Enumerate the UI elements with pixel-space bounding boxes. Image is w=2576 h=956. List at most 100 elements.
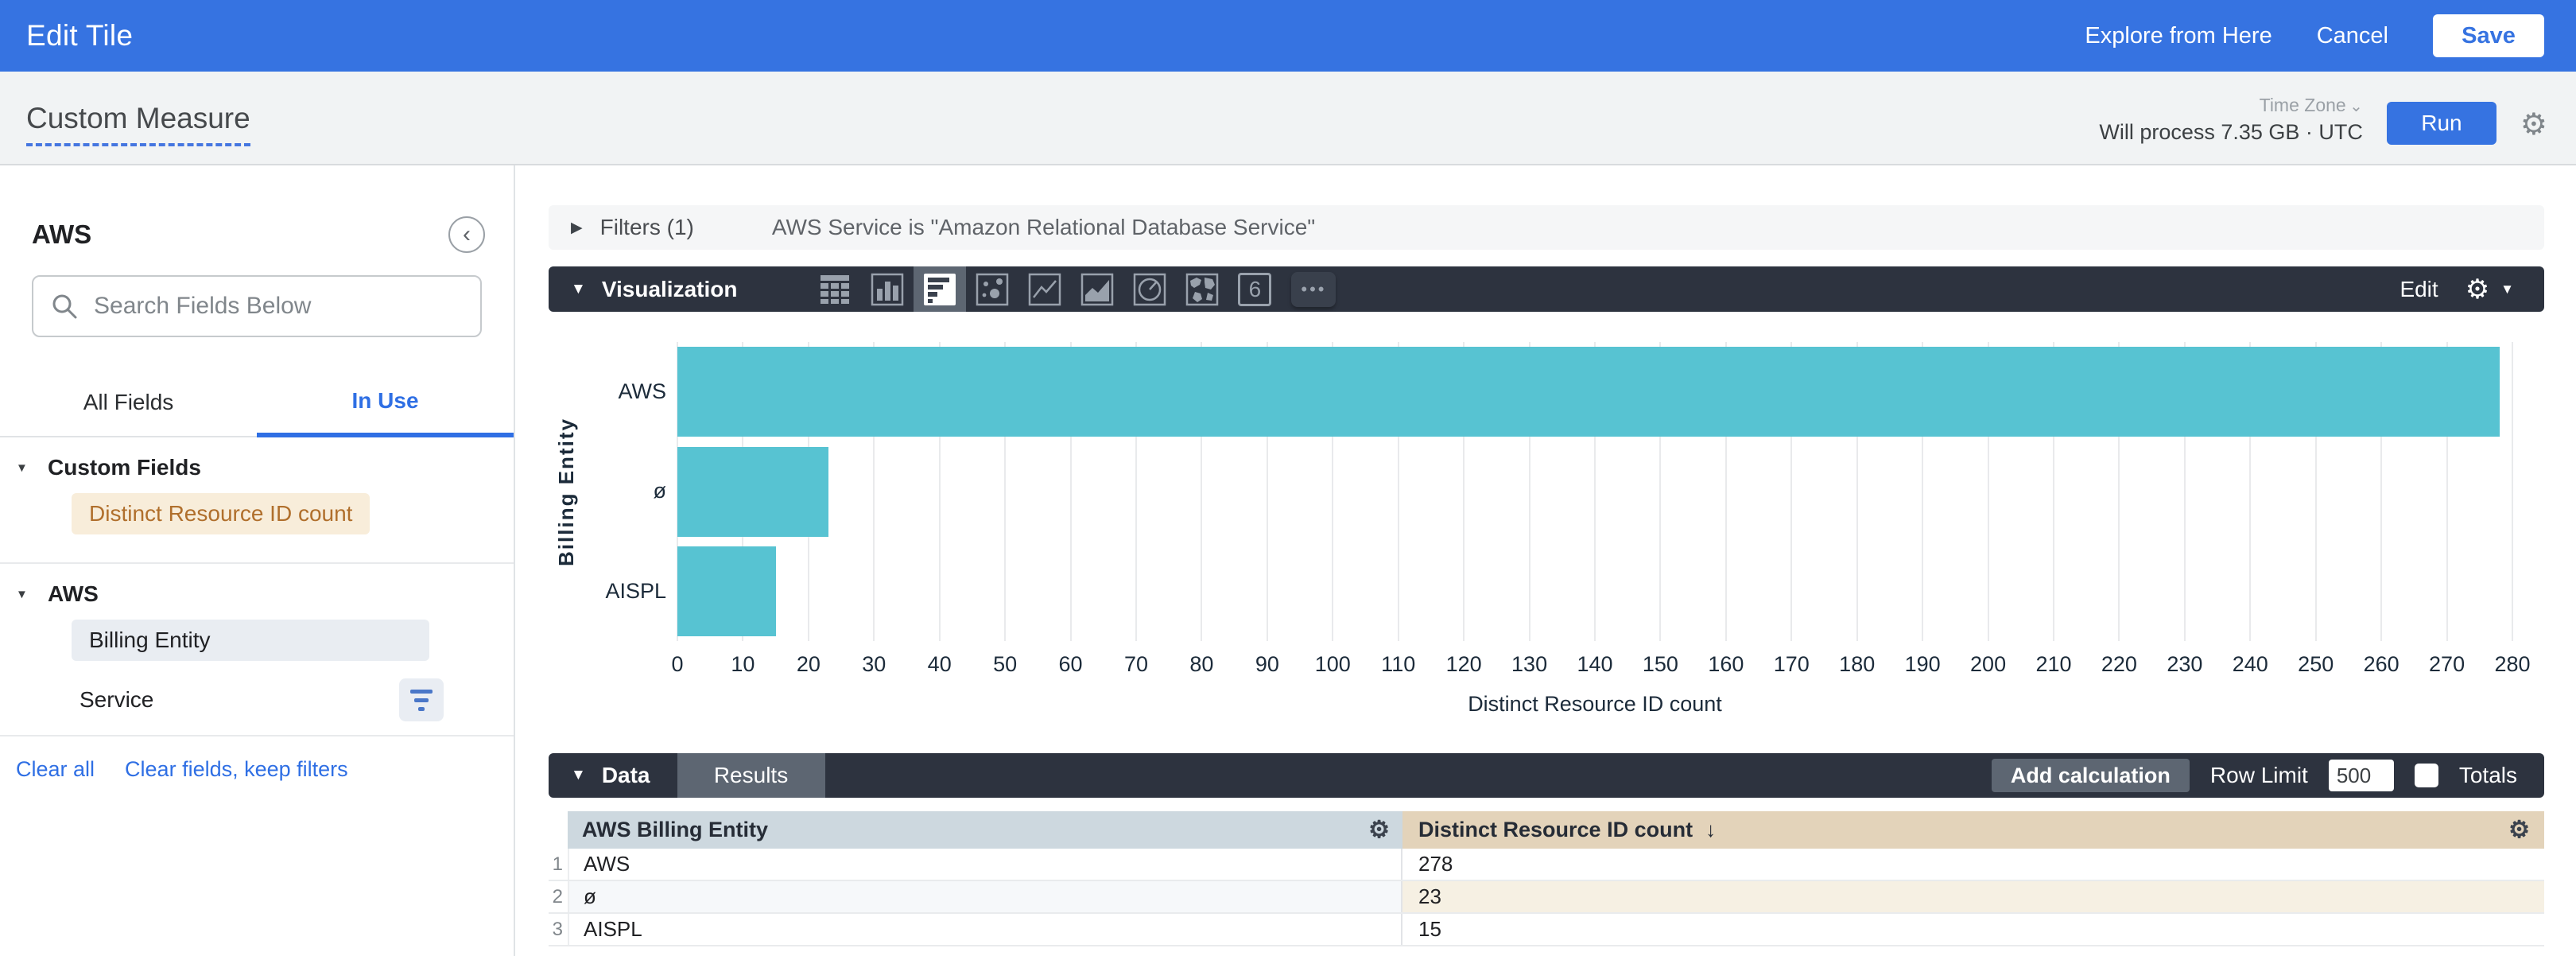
column-chart-viz-icon[interactable]	[861, 266, 914, 312]
query-header-actions: Time Zone ⌄ Will process 7.35 GB · UTC R…	[2099, 93, 2547, 146]
single-value-viz-icon[interactable]: 6	[1228, 266, 1281, 312]
results-table: AWS Billing Entity ⚙ Distinct Resource I…	[549, 811, 2544, 946]
caret-down-icon[interactable]: ▼	[2500, 281, 2514, 297]
viz-type-picker: 6 •••	[809, 266, 1340, 312]
table-row: 2 ø 23	[549, 881, 2544, 914]
more-viz-types-button[interactable]: •••	[1287, 266, 1340, 312]
cell-distinct-resource-id-count[interactable]: 23	[1402, 881, 2544, 912]
x-tick-label: 160	[1708, 652, 1744, 676]
cell-distinct-resource-id-count[interactable]: 278	[1418, 852, 1453, 876]
bar-chart: Billing Entity AWS ø AISPL 0 10 20 30 40 50 60 70…	[549, 312, 2544, 753]
process-note: Will process 7.35 GB · UTC	[2099, 119, 2363, 144]
x-tick-label: 150	[1642, 652, 1678, 676]
y-axis-labels: AWS ø AISPL	[549, 342, 666, 641]
section-aws[interactable]: ▼ AWS	[16, 581, 99, 606]
gear-icon[interactable]: ⚙	[2465, 274, 2490, 305]
clear-fields-keep-filters-link[interactable]: Clear fields, keep filters	[125, 757, 348, 781]
tab-results[interactable]: Results	[677, 753, 825, 798]
tab-in-use[interactable]: In Use	[257, 369, 514, 437]
filter-icon[interactable]	[399, 678, 444, 721]
save-button[interactable]: Save	[2433, 14, 2544, 57]
explore-title[interactable]: Custom Measure	[26, 102, 250, 146]
gear-icon[interactable]: ⚙	[1368, 817, 1390, 843]
field-distinct-resource-id-count[interactable]: Distinct Resource ID count	[72, 493, 370, 534]
x-axis-ticks: 0 10 20 30 40 50 60 70 80 90 100 110 120 130 140 150 160…	[671, 652, 2530, 679]
x-tick-label: 120	[1445, 652, 1482, 676]
x-tick-label: 90	[1255, 652, 1279, 676]
tab-all-fields[interactable]: All Fields	[0, 369, 257, 437]
gridline	[1594, 342, 1596, 641]
search-icon	[49, 291, 80, 321]
clear-all-link[interactable]: Clear all	[16, 757, 95, 781]
collapse-sidebar-button[interactable]: ‹	[448, 216, 485, 253]
search-fields-input[interactable]	[94, 293, 464, 320]
row-number-header	[549, 811, 568, 849]
gridline	[1659, 342, 1662, 641]
x-tick-label: 60	[1058, 652, 1083, 676]
main-content: ▶ Filters (1) AWS Service is "Amazon Rel…	[515, 165, 2576, 956]
filters-bar[interactable]: ▶ Filters (1) AWS Service is "Amazon Rel…	[549, 205, 2544, 250]
table-row: 3 AISPL 15	[549, 914, 2544, 946]
map-viz-icon[interactable]	[1176, 266, 1228, 312]
x-tick-label: 30	[862, 652, 886, 676]
x-tick-label: 260	[2363, 652, 2399, 676]
top-bar-actions: Explore from Here Cancel Save	[2085, 14, 2544, 57]
cell-distinct-resource-id-count[interactable]: 15	[1418, 917, 1441, 941]
caret-down-icon[interactable]: ▼	[571, 767, 586, 783]
caret-right-icon[interactable]: ▶	[571, 219, 583, 236]
row-number: 3	[552, 918, 563, 940]
bar-chart-viz-icon[interactable]	[914, 266, 967, 312]
x-tick-label: 100	[1314, 652, 1351, 676]
x-tick-label: 180	[1839, 652, 1876, 676]
section-custom-fields[interactable]: ▼ Custom Fields	[16, 455, 201, 480]
area-chart-viz-icon[interactable]	[1071, 266, 1123, 312]
search-fields-box[interactable]	[32, 275, 482, 337]
process-info: Time Zone ⌄ Will process 7.35 GB · UTC	[2099, 93, 2363, 146]
explore-from-here-link[interactable]: Explore from Here	[2085, 22, 2272, 49]
x-tick-label: 230	[2167, 652, 2203, 676]
cell-billing-entity[interactable]: ø	[568, 881, 1402, 912]
explore-name: AWS	[32, 220, 92, 249]
line-chart-viz-icon[interactable]	[1018, 266, 1071, 312]
cell-billing-entity[interactable]: AISPL	[568, 914, 1402, 945]
row-number: 1	[552, 853, 563, 875]
x-tick-label: 110	[1381, 652, 1416, 676]
x-tick-label: 220	[2101, 652, 2137, 676]
cell-billing-entity[interactable]: AWS	[568, 849, 1402, 880]
bar-ø[interactable]	[677, 446, 828, 537]
viz-edit-button[interactable]: Edit	[2399, 276, 2438, 301]
field-service[interactable]: Service	[80, 687, 154, 712]
table-viz-icon[interactable]	[809, 266, 861, 312]
gear-icon[interactable]: ⚙	[2508, 817, 2530, 843]
column-header-billing-entity[interactable]: AWS Billing Entity ⚙	[568, 811, 1402, 849]
x-tick-label: 270	[2429, 652, 2465, 676]
top-bar: Edit Tile Explore from Here Cancel Save	[0, 0, 2576, 72]
column-header-distinct-resource-id-count[interactable]: Distinct Resource ID count ↓ ⚙	[1402, 811, 2544, 849]
gear-icon[interactable]: ⚙	[2520, 108, 2547, 142]
cancel-button[interactable]: Cancel	[2316, 22, 2388, 49]
gridline	[2380, 342, 2383, 641]
pie-chart-viz-icon[interactable]	[1123, 266, 1176, 312]
x-tick-label: 190	[1904, 652, 1941, 676]
gridline	[2183, 342, 2186, 641]
add-calculation-button[interactable]: Add calculation	[1991, 759, 2190, 792]
field-billing-entity[interactable]: Billing Entity	[72, 620, 429, 661]
run-button[interactable]: Run	[2386, 102, 2496, 145]
scatterplot-viz-icon[interactable]	[966, 266, 1018, 312]
gridline	[1004, 342, 1007, 641]
filters-label: Filters (1)	[599, 215, 694, 239]
gridline	[873, 342, 875, 641]
page-title: Edit Tile	[26, 19, 134, 52]
y-axis-label: AISPL	[605, 578, 666, 603]
row-limit-input[interactable]	[2328, 760, 2394, 791]
bar-AWS[interactable]	[677, 347, 2500, 437]
caret-down-icon[interactable]: ▼	[571, 280, 586, 297]
totals-label: Totals	[2458, 763, 2517, 787]
chart-plot	[677, 342, 2513, 641]
x-tick-label: 250	[2298, 652, 2334, 676]
timezone-dropdown[interactable]: Time Zone ⌄	[2259, 94, 2363, 115]
data-bar: ▼ Data Results Add calculation Row Limit…	[549, 753, 2544, 798]
totals-checkbox[interactable]	[2414, 764, 2438, 787]
bar-AISPL[interactable]	[677, 546, 776, 636]
caret-down-icon: ▼	[16, 461, 28, 475]
